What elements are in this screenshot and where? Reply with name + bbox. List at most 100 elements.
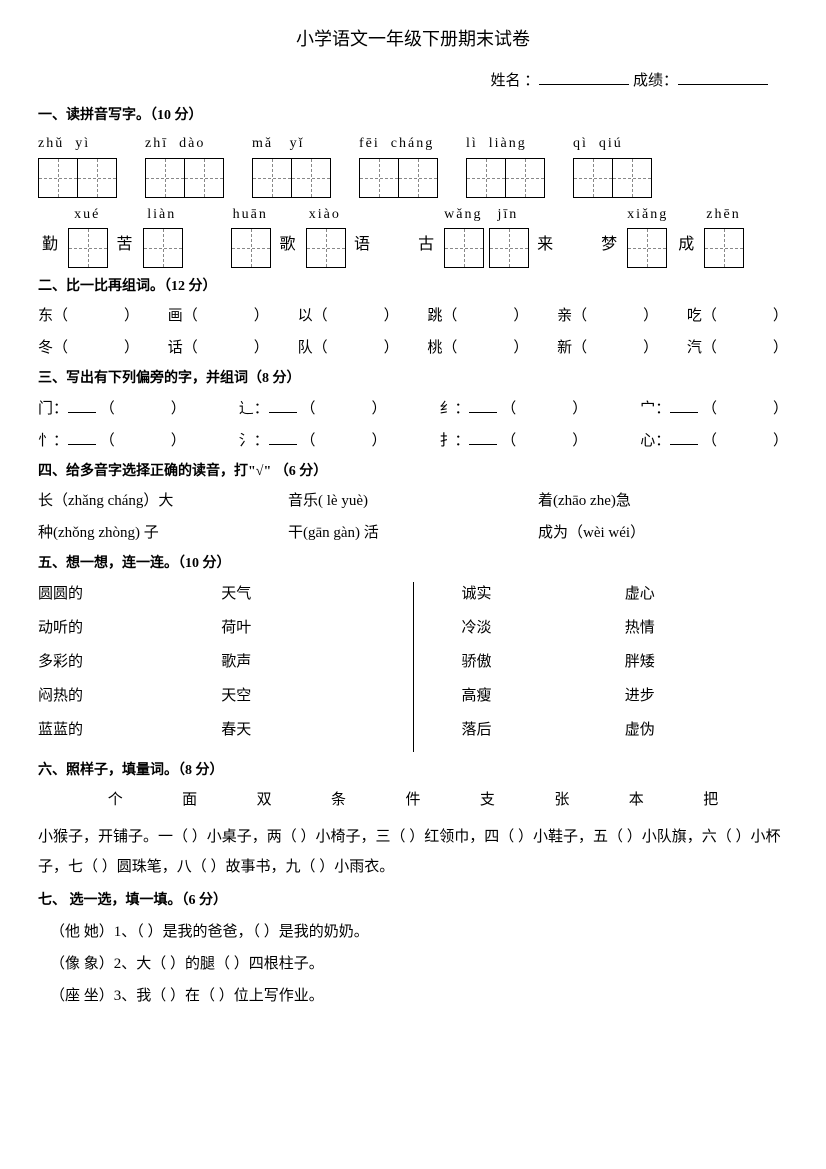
measure-word: 把 [703,788,718,812]
match-item[interactable]: 天空 [221,684,404,708]
match-col-b: 虚心 热情 胖矮 进步 虚伪 [625,582,788,752]
match-item[interactable]: 荷叶 [221,616,404,640]
choice-line[interactable]: （像 象）2、大（ ）的腿（ ）四根柱子。 [50,952,788,976]
compare-char: 东（ [38,304,68,328]
student-info-line: 姓名 ： 成绩： [38,69,788,93]
paren-open: （ [501,401,516,417]
tianzi-box[interactable] [38,158,78,198]
compare-char: 画（ [168,304,198,328]
pinyin-group: mǎ yǐ [252,133,329,197]
fixed-char: 梦 [601,232,617,268]
compare-char: 队（ [298,336,328,360]
char-blank[interactable] [670,412,698,413]
polyphone-item[interactable]: 着(zhāo zhe)急 [538,489,788,513]
polyphone-item[interactable]: 成为（wèi wéi） [538,521,788,545]
measure-word: 张 [554,788,569,812]
measure-sentence[interactable]: 小猴子，开铺子。一（ ）小桌子，两（ ）小椅子，三（ ）红领巾，四（ ）小鞋子，… [38,822,788,882]
tianzi-box[interactable] [231,228,271,268]
tianzi-box[interactable] [252,158,292,198]
measure-word: 面 [182,788,197,812]
char-blank[interactable] [269,412,297,413]
tianzi-box[interactable] [145,158,185,198]
match-item[interactable]: 歌声 [221,650,404,674]
char-blank[interactable] [469,444,497,445]
paren-close: ） [513,304,528,328]
match-item[interactable]: 热情 [625,616,788,640]
pinyin-label: liàn [143,204,182,226]
char-blank[interactable] [68,412,96,413]
fixed-char: 古 [418,232,434,268]
pinyin-label: xiào [306,204,345,226]
paren-close: ） [124,304,139,328]
choice-line[interactable]: （他 她）1、（ ）是我的爸爸，（ ）是我的奶奶。 [50,920,788,944]
paren-open: （ [100,433,115,449]
pinyin-label: huān [231,204,270,226]
match-item[interactable]: 骄傲 [462,650,625,674]
match-item[interactable]: 胖矮 [625,650,788,674]
match-item[interactable]: 落后 [462,718,625,742]
match-item[interactable]: 冷淡 [462,616,625,640]
polyphone-item[interactable]: 音乐( lè yuè) [288,489,538,513]
score-blank[interactable] [678,69,768,85]
tianzi-box[interactable] [77,158,117,198]
compare-char: 桃（ [427,336,457,360]
fixed-char: 勤 [42,232,58,268]
match-item[interactable]: 圆圆的 [38,582,221,606]
pinyin-row-1: zhǔ yì zhī dào mǎ yǐ fēi cháng lì liàng … [38,133,788,197]
tianzi-box[interactable] [573,158,613,198]
polyphone-item[interactable]: 长（zhǎng cháng）大 [38,489,288,513]
paren-close: ） [372,433,387,449]
radical-row: 忄： （） 氵： （） 扌： （） 心： （） [38,429,788,453]
match-item[interactable]: 蓝蓝的 [38,718,221,742]
polyphone-item[interactable]: 种(zhǒng zhòng) 子 [38,521,288,545]
tianzi-box[interactable] [489,228,529,268]
polyphone-item[interactable]: 干(gān gàn) 活 [288,521,538,545]
pinyin-group: qì qiú [573,133,650,197]
tianzi-box[interactable] [143,228,183,268]
paren-open: （ [301,433,316,449]
match-item[interactable]: 闷热的 [38,684,221,708]
tianzi-box[interactable] [291,158,331,198]
match-item[interactable]: 虚伪 [625,718,788,742]
radical-label: 氵： [239,433,269,449]
match-item[interactable]: 诚实 [462,582,625,606]
name-blank[interactable] [539,69,629,85]
match-item[interactable]: 天气 [221,582,404,606]
pinyin-label: xiǎng [627,204,668,226]
spacer [384,258,404,268]
compare-char: 冬（ [38,336,68,360]
tianzi-box[interactable] [444,228,484,268]
tianzi-box[interactable] [627,228,667,268]
paren-close: ） [372,401,387,417]
match-item[interactable]: 高瘦 [462,684,625,708]
paren-close: ） [513,336,528,360]
tianzi-box[interactable] [398,158,438,198]
choice-line[interactable]: （座 坐）3、我（ ）在（ ）位上写作业。 [50,984,788,1008]
match-item[interactable]: 进步 [625,684,788,708]
tianzi-box[interactable] [466,158,506,198]
tianzi-box[interactable] [704,228,744,268]
match-item[interactable]: 动听的 [38,616,221,640]
char-blank[interactable] [469,412,497,413]
paren-close: ） [773,401,788,417]
tianzi-box[interactable] [359,158,399,198]
paren-open: （ [702,401,717,417]
tianzi-box[interactable] [184,158,224,198]
tianzi-box[interactable] [612,158,652,198]
tianzi-box[interactable] [306,228,346,268]
match-item[interactable]: 春天 [221,718,404,742]
char-blank[interactable] [68,444,96,445]
pinyin-label: zhī dào [145,133,222,155]
compare-row: 冬（） 话（） 队（） 桃（） 新（） 汽（） [38,336,788,360]
pinyin-group: fēi cháng [359,133,436,197]
compare-char: 亲（ [557,304,587,328]
match-item[interactable]: 虚心 [625,582,788,606]
match-left: 圆圆的 动听的 多彩的 闷热的 蓝蓝的 天气 荷叶 歌声 天空 春天 [38,582,405,752]
paren-close: ） [572,401,587,417]
tianzi-box[interactable] [505,158,545,198]
char-blank[interactable] [670,444,698,445]
match-col-a: 诚实 冷淡 骄傲 高瘦 落后 [422,582,625,752]
match-item[interactable]: 多彩的 [38,650,221,674]
tianzi-box[interactable] [68,228,108,268]
char-blank[interactable] [269,444,297,445]
